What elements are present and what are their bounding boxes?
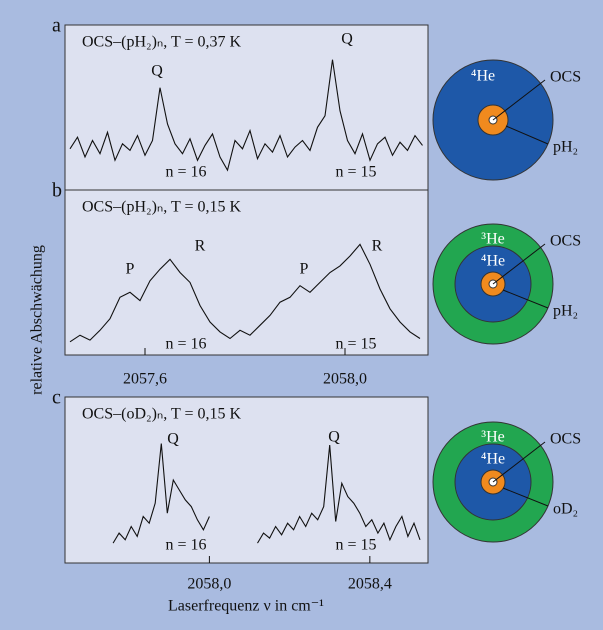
annotation: n = 15 [335, 336, 376, 353]
core-label: pH₂ [553, 303, 578, 320]
annotation: Q [151, 63, 163, 80]
core-label: oD₂ [553, 501, 578, 518]
annotation: P [300, 261, 309, 278]
x-axis-label: Laserfrequenz ν in cm⁻¹ [168, 598, 324, 615]
annotation: Q [328, 429, 340, 446]
annotation: Q [341, 31, 353, 48]
x-tick-label: 2058,4 [348, 576, 392, 593]
figure: a OCS–(pH₂)ₙ, T = 0,37 K Q Qn = 16 n = 15 ⁴He… [0, 0, 603, 630]
shell-label: ⁴He [471, 68, 495, 85]
outer-label: ³He [481, 231, 504, 248]
annotation: P [126, 261, 135, 278]
annotation: R [195, 238, 206, 255]
panel-title: OCS–(oD₂)ₙ, T = 0,15 K [82, 406, 242, 423]
shell-label: ⁴He [481, 253, 505, 270]
shell-label: ⁴He [481, 451, 505, 468]
panel-title: OCS–(pH₂)ₙ, T = 0,37 K [82, 34, 242, 51]
annotation: n = 16 [165, 537, 206, 554]
annotation: n = 15 [335, 537, 376, 554]
ocs-label: OCS [550, 431, 581, 448]
annotation: Q [167, 431, 179, 448]
outer-label: ³He [481, 429, 504, 446]
core-label: pH₂ [553, 139, 578, 156]
y-axis-label: relative Abschwächung [29, 245, 46, 395]
panel-letter: c [52, 387, 61, 409]
annotation: R [372, 238, 383, 255]
annotation: n = 16 [165, 164, 206, 181]
panel-letter: a [52, 15, 61, 37]
panel-letter: b [52, 180, 62, 202]
panel-title: OCS–(pH₂)ₙ, T = 0,15 K [82, 199, 242, 216]
x-tick-label: 2058,0 [187, 576, 231, 593]
annotation: n = 15 [335, 164, 376, 181]
x-tick-label: 2058,0 [323, 371, 367, 388]
x-tick-label: 2057,6 [123, 371, 167, 388]
ocs-label: OCS [550, 69, 581, 86]
annotation: n = 16 [165, 336, 206, 353]
ocs-label: OCS [550, 233, 581, 250]
